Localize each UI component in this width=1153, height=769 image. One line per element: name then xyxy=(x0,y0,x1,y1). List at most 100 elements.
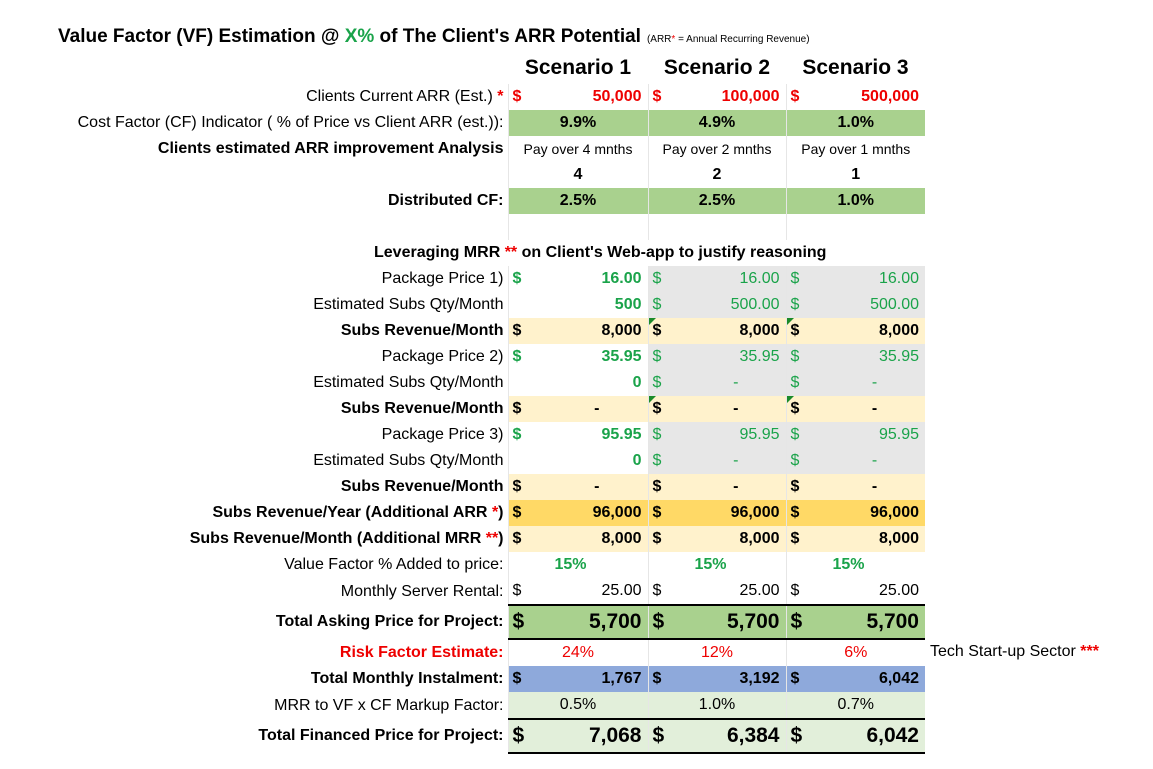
cell-s1: 0 xyxy=(632,452,642,469)
row-label: Distributed CF: xyxy=(387,192,504,209)
cell-s1: 95.95 xyxy=(601,426,642,443)
cell-s2: 35.95 xyxy=(666,344,786,370)
label-text: Subs Revenue/Month (Additional MRR xyxy=(189,530,486,547)
cell-s3: 6,042 xyxy=(804,718,925,754)
cell-s2: - xyxy=(666,448,786,474)
cell-s3: 8,000 xyxy=(804,318,925,344)
row-spacer xyxy=(10,214,925,240)
sheet-title: Value Factor (VF) Estimation @ X% of The… xyxy=(58,26,810,48)
currency: $ xyxy=(647,500,666,526)
currency: $ xyxy=(647,718,666,754)
asterisk: * xyxy=(497,88,504,105)
row-pkg1-price: Package Price 1) $ 16.00 $ 16.00 $ 16.00 xyxy=(10,266,925,292)
leveraging-pre: Leveraging MRR xyxy=(374,244,505,261)
cell-s3: 5,700 xyxy=(804,604,925,640)
row-pkg3-qty: Estimated Subs Qty/Month 0 $ - $ - xyxy=(10,448,925,474)
cell-s3: - xyxy=(804,370,925,396)
row-leveraging: Leveraging MRR ** on Client's Web-app to… xyxy=(10,240,925,266)
row-pkg1-qty: Estimated Subs Qty/Month 500 $ 500.00 $ … xyxy=(10,292,925,318)
row-label: Subs Revenue/Year (Additional ARR *) xyxy=(10,500,508,526)
row-pkg2-qty: Estimated Subs Qty/Month 0 $ - $ - xyxy=(10,370,925,396)
row-pkg3-price: Package Price 3) $ 95.95 $ 95.95 $ 95.95 xyxy=(10,422,925,448)
currency: $ xyxy=(647,666,666,692)
currency: $ xyxy=(785,500,804,526)
currency: $ xyxy=(647,396,666,422)
title-prefix: Value Factor (VF) Estimation @ xyxy=(58,26,345,47)
row-label: Package Price 2) xyxy=(381,348,504,365)
cell-s3: 500,000 xyxy=(861,88,919,105)
cell-s2: 4.9% xyxy=(647,110,786,136)
scenario-2-header: Scenario 2 xyxy=(663,56,771,79)
cell-s2: - xyxy=(666,370,786,396)
cell-s2: 100,000 xyxy=(721,88,780,105)
cell-s3: 8,000 xyxy=(804,526,925,552)
currency-empty xyxy=(507,292,526,318)
cell-s3: 96,000 xyxy=(804,500,925,526)
currency: $ xyxy=(647,422,666,448)
currency: $ xyxy=(785,318,804,344)
row-distributed-cf: Distributed CF: 2.5% 2.5% 1.0% xyxy=(10,188,925,214)
row-label: Total Monthly Instalment: xyxy=(310,670,504,687)
cell-s2: 8,000 xyxy=(666,318,786,344)
currency: $ xyxy=(647,448,666,474)
row-months: 4 2 1 xyxy=(10,162,925,188)
cell-s2: - xyxy=(666,474,786,500)
row-pkg3-rev: Subs Revenue/Month $ - $ - $ - xyxy=(10,474,925,500)
currency: $ xyxy=(507,318,526,344)
currency: $ xyxy=(785,526,804,552)
row-pkg2-rev: Subs Revenue/Month $ - $ - $ - xyxy=(10,396,925,422)
row-label: Total Asking Price for Project: xyxy=(275,613,504,630)
row-label: Monthly Server Rental: xyxy=(340,582,504,600)
cell-s1: - xyxy=(526,474,648,500)
currency: $ xyxy=(785,718,804,754)
currency: $ xyxy=(785,84,804,110)
cell-s3: 15% xyxy=(785,552,925,578)
cell-s2 xyxy=(647,214,786,240)
label-close: ) xyxy=(498,504,504,521)
cell-s1: 35.95 xyxy=(601,348,642,365)
currency: $ xyxy=(507,718,526,754)
currency: $ xyxy=(647,292,666,318)
cell-s1: 15% xyxy=(507,552,648,578)
cell-s1: Pay over 4 mnths xyxy=(507,136,648,162)
cell-s3: 16.00 xyxy=(804,266,925,292)
cell-s3: 35.95 xyxy=(804,344,925,370)
row-label xyxy=(10,162,508,188)
row-label: MRR to VF x CF Markup Factor: xyxy=(274,696,504,714)
currency: $ xyxy=(785,266,804,292)
note-post: = Annual Recurring Revenue) xyxy=(675,34,810,45)
currency: $ xyxy=(507,604,526,640)
cell-s1: 16.00 xyxy=(601,270,642,287)
cell-s1: 50,000 xyxy=(592,88,642,105)
asterisk: ** xyxy=(485,530,499,547)
cell-s3: - xyxy=(804,396,925,422)
currency: $ xyxy=(507,84,526,110)
label-text: Subs Revenue/Year (Additional ARR xyxy=(212,504,492,521)
currency: $ xyxy=(785,422,804,448)
row-label: Clients Current ARR (Est.) * xyxy=(10,84,508,110)
cell-s1: - xyxy=(526,396,648,422)
leveraging-heading: Leveraging MRR ** on Client's Web-app to… xyxy=(10,240,925,266)
currency: $ xyxy=(507,578,526,605)
cell-s1: 25.00 xyxy=(601,582,642,599)
row-pkg2-price: Package Price 2) $ 35.95 $ 35.95 $ 35.95 xyxy=(10,344,925,370)
cell-s2: 15% xyxy=(647,552,786,578)
row-markup: MRR to VF x CF Markup Factor: 0.5% 1.0% … xyxy=(10,692,925,719)
cell-s3: Pay over 1 mnths xyxy=(785,136,925,162)
currency: $ xyxy=(647,604,666,640)
currency-empty xyxy=(507,370,526,396)
currency: $ xyxy=(507,266,526,292)
cell-s1: 500 xyxy=(614,296,642,313)
note-star: * xyxy=(671,34,676,45)
sector-note-text: Tech Start-up Sector xyxy=(930,643,1081,660)
currency: $ xyxy=(647,474,666,500)
row-total-asking: Total Asking Price for Project: $ 5,700 … xyxy=(10,604,925,640)
currency: $ xyxy=(507,500,526,526)
row-monthly-instalment: Total Monthly Instalment: $ 1,767 $ 3,19… xyxy=(10,666,925,692)
cell-s2: 1.0% xyxy=(647,692,786,719)
cell-s2: Pay over 2 mnths xyxy=(647,136,786,162)
currency: $ xyxy=(647,370,666,396)
cell-s3: - xyxy=(804,474,925,500)
scenario-3-header: Scenario 3 xyxy=(802,56,909,79)
cell-s1: 7,068 xyxy=(526,718,648,754)
